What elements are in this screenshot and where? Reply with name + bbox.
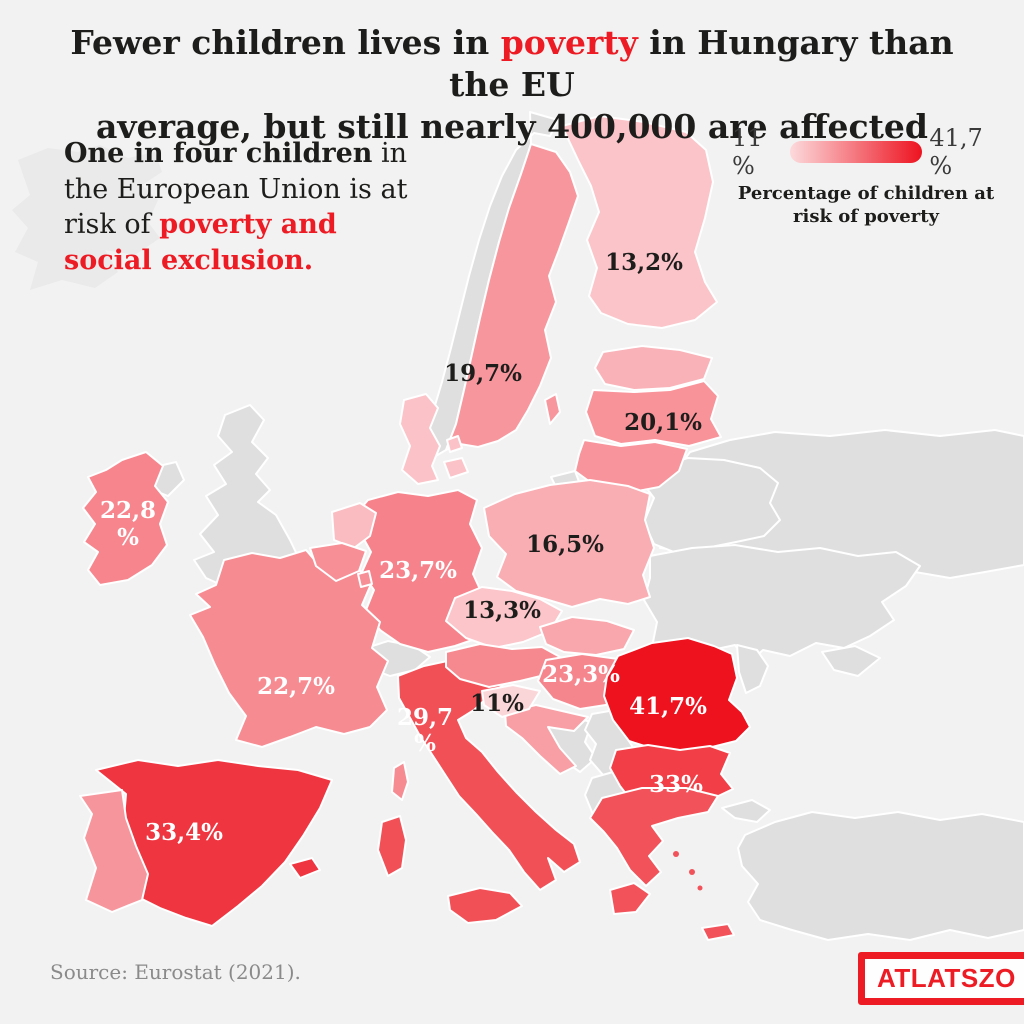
country-label-slovenia: 11%	[470, 690, 524, 717]
country-label-germany: 23,7%	[379, 557, 457, 584]
country-lithuania	[574, 439, 688, 494]
country-poland	[483, 479, 655, 608]
atlatszo-logo: ATLATSZO	[858, 952, 1024, 1005]
country-estonia	[594, 345, 713, 391]
island-funen	[446, 435, 463, 453]
island-mallorca	[289, 857, 321, 879]
country-label-france: 22,7%	[257, 673, 335, 700]
country-romania	[603, 637, 751, 755]
island-gotland	[544, 393, 561, 425]
country-slovenia	[481, 684, 541, 718]
island-sicily	[447, 887, 523, 924]
intro-text: One in four children in the European Uni…	[64, 136, 418, 279]
island-crete	[701, 923, 735, 941]
country-sweden	[445, 143, 579, 451]
country-belarus	[641, 457, 781, 553]
island-corsica	[391, 761, 409, 801]
island-sardinia	[377, 815, 407, 877]
country-label-latvia: 20,1%	[624, 409, 702, 436]
legend-caption: Percentage of children at risk of povert…	[737, 183, 995, 227]
country-moldova	[736, 644, 769, 694]
legend-scale-row: 11 % 41,7 %	[732, 124, 1000, 180]
country-croatia	[504, 704, 589, 775]
country-greece	[589, 787, 719, 887]
title-highlight-poverty: poverty	[500, 23, 638, 62]
greek-island-dot	[689, 869, 695, 875]
country-label-ireland: 22,8%	[100, 497, 156, 551]
country-label-italy: 29,7%	[397, 704, 453, 757]
country-slovakia	[539, 616, 635, 656]
title-line-2: average, but still nearly 400,000 are af…	[96, 106, 928, 146]
region-peloponnese	[609, 882, 651, 915]
country-portugal	[79, 789, 149, 913]
intro-red: poverty and social exclusion.	[64, 209, 337, 276]
country-label-spain: 33,4%	[145, 819, 223, 846]
page-title: Fewer children lives in poverty in Hunga…	[52, 22, 972, 148]
country-netherlands	[331, 502, 377, 549]
country-turkey-european	[721, 799, 771, 823]
source-note: Source: Eurostat (2021).	[50, 960, 301, 984]
greek-island-dot	[697, 885, 703, 891]
country-finland	[561, 115, 718, 329]
title-text-2: in Hungary than the EU	[449, 23, 954, 104]
legend-max-label: 41,7 %	[929, 124, 983, 180]
title-text-1: Fewer children lives in	[70, 23, 501, 62]
country-label-czechia: 13,3%	[463, 597, 541, 624]
legend-gradient-bar	[790, 141, 923, 163]
country-label-sweden: 19,7%	[444, 360, 522, 387]
intro-normal: in the European Union is at risk of	[64, 138, 408, 241]
island-zealand	[443, 457, 469, 479]
country-denmark	[399, 393, 441, 485]
country-label-finland: 13,2%	[605, 249, 683, 276]
country-label-bulgaria: 33%	[649, 771, 703, 798]
country-label-poland: 16,5%	[526, 531, 604, 558]
greek-island-dot	[673, 851, 679, 857]
color-legend: 11 % 41,7 % Percentage of children at ri…	[732, 124, 1000, 228]
country-latvia	[585, 380, 722, 447]
country-luxembourg	[357, 570, 373, 588]
country-label-romania: 41,7%	[629, 693, 707, 720]
legend-min-label: 11 %	[732, 124, 763, 180]
country-label-hungary: 23,3%	[542, 661, 620, 688]
country-belgium	[309, 542, 367, 582]
region-crimea	[821, 645, 881, 677]
intro-bold: One in four children	[64, 138, 373, 169]
country-ireland	[82, 451, 169, 586]
country-iceland	[12, 145, 162, 290]
country-turkey	[737, 811, 1024, 941]
